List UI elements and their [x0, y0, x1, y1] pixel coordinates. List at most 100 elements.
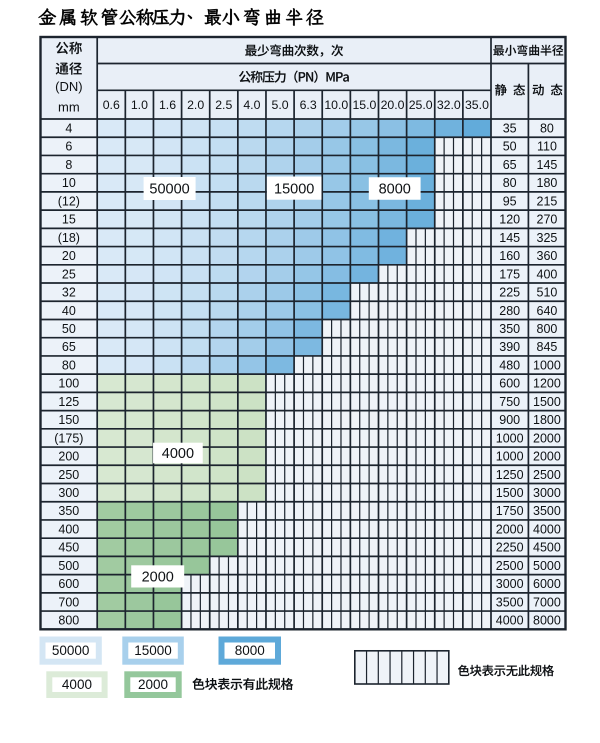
svg-text:250: 250	[58, 468, 79, 482]
svg-text:145: 145	[537, 158, 558, 172]
svg-text:1000: 1000	[496, 450, 524, 464]
svg-text:(175): (175)	[54, 431, 83, 445]
svg-text:7000: 7000	[533, 595, 561, 609]
svg-text:800: 800	[58, 614, 79, 628]
svg-text:15: 15	[62, 213, 76, 227]
svg-text:1500: 1500	[496, 486, 524, 500]
svg-text:215: 215	[537, 194, 558, 208]
svg-text:1800: 1800	[533, 413, 561, 427]
svg-text:32.0: 32.0	[437, 98, 461, 112]
svg-text:175: 175	[499, 267, 520, 281]
svg-text:32: 32	[62, 286, 76, 300]
svg-text:25: 25	[62, 267, 76, 281]
svg-text:50000: 50000	[52, 643, 90, 658]
svg-text:0.6: 0.6	[103, 98, 120, 112]
svg-text:40: 40	[62, 304, 76, 318]
svg-text:145: 145	[499, 231, 520, 245]
svg-text:80: 80	[503, 176, 517, 190]
svg-text:750: 750	[499, 395, 520, 409]
svg-text:5.0: 5.0	[271, 98, 288, 112]
svg-text:4.0: 4.0	[243, 98, 260, 112]
svg-text:325: 325	[537, 231, 558, 245]
svg-text:180: 180	[537, 176, 558, 190]
svg-text:480: 480	[499, 358, 520, 372]
svg-text:600: 600	[499, 377, 520, 391]
svg-text:8000: 8000	[235, 643, 265, 658]
svg-text:35.0: 35.0	[465, 98, 489, 112]
svg-text:mm: mm	[58, 100, 80, 115]
svg-text:1200: 1200	[533, 377, 561, 391]
svg-text:2500: 2500	[496, 559, 524, 573]
svg-text:10.0: 10.0	[324, 98, 348, 112]
svg-text:160: 160	[499, 249, 520, 263]
svg-text:900: 900	[499, 413, 520, 427]
svg-text:600: 600	[58, 577, 79, 591]
svg-text:3500: 3500	[496, 595, 524, 609]
svg-text:3000: 3000	[496, 577, 524, 591]
svg-text:1750: 1750	[496, 504, 524, 518]
svg-text:3000: 3000	[533, 486, 561, 500]
svg-text:20: 20	[62, 249, 76, 263]
svg-text:95: 95	[503, 194, 517, 208]
svg-text:80: 80	[62, 358, 76, 372]
svg-text:8000: 8000	[379, 182, 411, 198]
svg-text:400: 400	[537, 267, 558, 281]
svg-text:100: 100	[58, 377, 79, 391]
svg-text:110: 110	[537, 140, 557, 154]
svg-text:35: 35	[503, 122, 517, 136]
svg-text:640: 640	[537, 304, 558, 318]
svg-text:400: 400	[58, 522, 79, 536]
svg-text:2000: 2000	[533, 431, 561, 445]
svg-text:(DN): (DN)	[55, 79, 82, 94]
svg-text:2.5: 2.5	[215, 98, 232, 112]
svg-text:350: 350	[58, 504, 79, 518]
svg-text:280: 280	[499, 304, 520, 318]
svg-text:4: 4	[65, 122, 72, 136]
svg-text:50000: 50000	[149, 182, 189, 198]
svg-text:845: 845	[537, 340, 558, 354]
svg-text:4000: 4000	[62, 677, 92, 692]
svg-text:2.0: 2.0	[187, 98, 204, 112]
svg-text:4000: 4000	[533, 522, 561, 536]
svg-text:500: 500	[58, 559, 79, 573]
svg-text:1000: 1000	[533, 358, 561, 372]
svg-text:2000: 2000	[533, 450, 561, 464]
svg-text:2250: 2250	[496, 541, 524, 555]
svg-text:8000: 8000	[533, 614, 561, 628]
svg-text:(18): (18)	[58, 231, 80, 245]
svg-text:450: 450	[58, 541, 79, 555]
svg-text:4000: 4000	[496, 614, 524, 628]
svg-text:2000: 2000	[496, 522, 524, 536]
svg-text:50: 50	[503, 140, 517, 154]
svg-text:2000: 2000	[142, 570, 174, 586]
svg-text:10: 10	[62, 176, 76, 190]
svg-text:15.0: 15.0	[352, 98, 376, 112]
svg-text:6000: 6000	[533, 577, 561, 591]
svg-text:50: 50	[62, 322, 76, 336]
svg-text:700: 700	[58, 595, 79, 609]
svg-text:390: 390	[499, 340, 520, 354]
svg-text:1000: 1000	[496, 431, 524, 445]
svg-text:6: 6	[65, 140, 72, 154]
svg-text:3500: 3500	[533, 504, 561, 518]
svg-text:360: 360	[537, 249, 558, 263]
svg-text:510: 510	[537, 286, 558, 300]
svg-text:80: 80	[540, 122, 554, 136]
svg-text:20.0: 20.0	[381, 98, 405, 112]
svg-text:(12): (12)	[58, 194, 80, 208]
svg-text:5000: 5000	[533, 559, 561, 573]
svg-text:225: 225	[499, 286, 520, 300]
svg-text:65: 65	[503, 158, 517, 172]
svg-text:15000: 15000	[274, 181, 314, 197]
svg-text:350: 350	[499, 322, 520, 336]
svg-text:4000: 4000	[162, 446, 194, 462]
svg-text:65: 65	[62, 340, 76, 354]
svg-text:200: 200	[58, 450, 79, 464]
svg-text:300: 300	[58, 486, 79, 500]
svg-text:1.6: 1.6	[159, 98, 176, 112]
svg-text:1.0: 1.0	[131, 98, 148, 112]
svg-text:800: 800	[537, 322, 558, 336]
svg-text:1500: 1500	[533, 395, 561, 409]
svg-text:2500: 2500	[533, 468, 561, 482]
svg-text:270: 270	[537, 213, 558, 227]
